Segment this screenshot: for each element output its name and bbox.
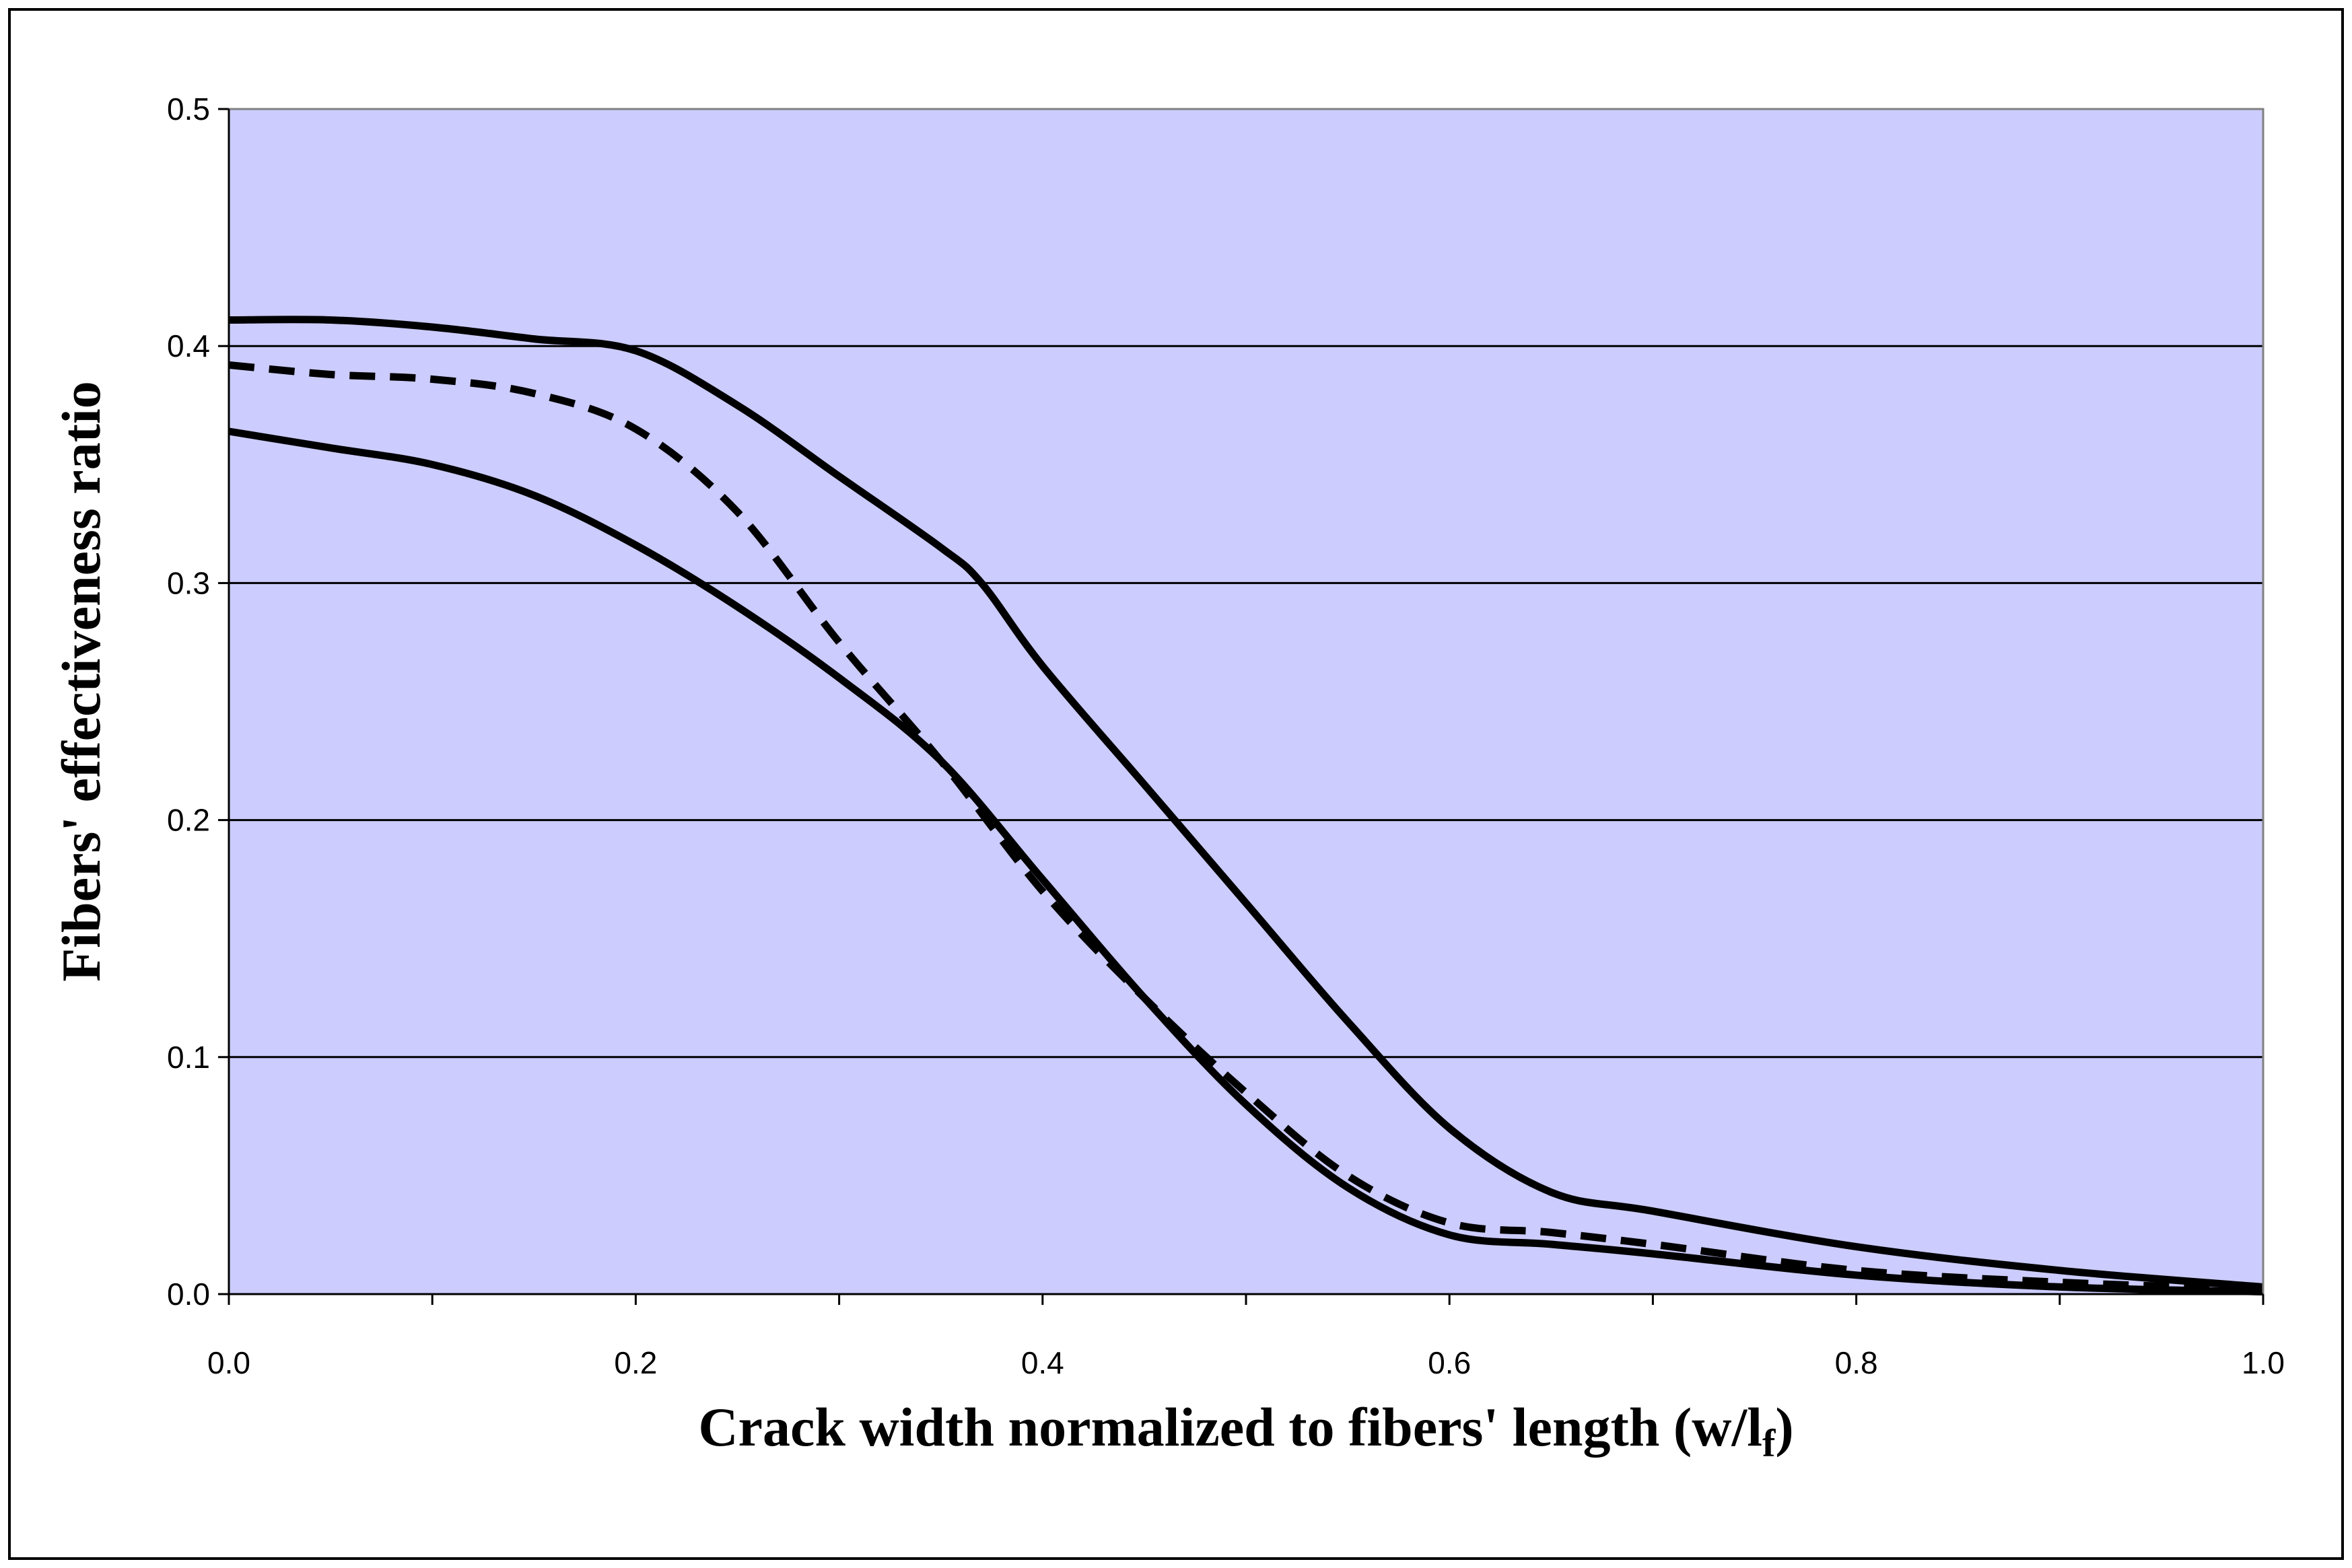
x-axis-title-subscript: f bbox=[1762, 1421, 1776, 1465]
x-tick-label-1: 0.2 bbox=[614, 1345, 657, 1380]
tick-labels: 0.0 0.1 0.2 0.3 0.4 0.5 0.0 0.2 0.4 0.6 0.8 1.0 bbox=[167, 92, 2285, 1380]
y-tick-label-0: 0.0 bbox=[167, 1277, 210, 1312]
y-tick-label-5: 0.5 bbox=[167, 92, 210, 127]
series-lines bbox=[228, 316, 2264, 1295]
x-tick-label-4: 0.8 bbox=[1835, 1345, 1878, 1380]
series-line-upper-bound bbox=[228, 316, 2264, 1291]
y-tick-label-1: 0.1 bbox=[167, 1040, 210, 1075]
x-axis-title-main: Crack width normalized to fibers' length… bbox=[698, 1396, 1762, 1458]
series-line-lower-bound bbox=[228, 427, 2264, 1295]
y-axis-title: Fibers' effectiveness ratio bbox=[50, 381, 112, 982]
axes bbox=[218, 108, 2264, 1305]
plot-area bbox=[229, 109, 2263, 1294]
y-tick-label-3: 0.3 bbox=[167, 565, 210, 600]
x-tick-label-0: 0.0 bbox=[207, 1345, 250, 1380]
y-tick-label-2: 0.2 bbox=[167, 803, 210, 838]
y-tick-label-4: 0.4 bbox=[167, 328, 210, 363]
x-axis-title-suffix: ) bbox=[1775, 1396, 1793, 1458]
gridlines bbox=[229, 345, 2263, 1059]
x-tick-label-3: 0.6 bbox=[1428, 1345, 1471, 1380]
x-tick-label-2: 0.4 bbox=[1021, 1345, 1064, 1380]
x-tick-label-5: 1.0 bbox=[2242, 1345, 2285, 1380]
x-axis-title: Crack width normalized to fibers' length… bbox=[698, 1396, 1793, 1465]
